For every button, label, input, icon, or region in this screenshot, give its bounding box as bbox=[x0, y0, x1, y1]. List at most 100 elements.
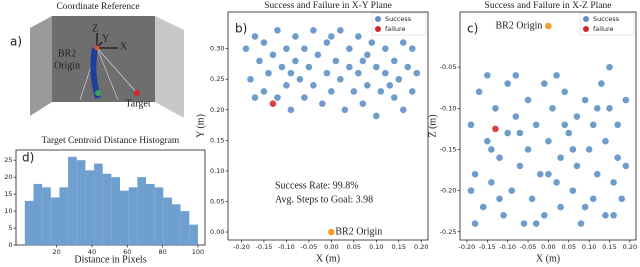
x-tick-label: -0.15 bbox=[479, 243, 496, 251]
point bbox=[577, 220, 585, 227]
point bbox=[593, 170, 601, 178]
panel-label: a) bbox=[10, 35, 22, 49]
point bbox=[292, 33, 299, 40]
annotation: Avg. Steps to Goal: 3.98 bbox=[275, 194, 373, 205]
point bbox=[269, 100, 277, 107]
point bbox=[328, 33, 335, 40]
point bbox=[573, 113, 581, 120]
point bbox=[256, 57, 263, 65]
point bbox=[310, 27, 317, 34]
point bbox=[614, 154, 621, 161]
legend-label: failure bbox=[593, 25, 614, 33]
point bbox=[516, 162, 524, 170]
point bbox=[488, 179, 495, 186]
ray bbox=[96, 47, 138, 94]
bar bbox=[163, 197, 172, 245]
point bbox=[475, 88, 483, 96]
point bbox=[569, 146, 577, 153]
y-tick-label: 5 bbox=[8, 224, 12, 232]
chart-title: Target Centroid Distance Histogram bbox=[42, 136, 180, 146]
y-tick-label: -0.25 bbox=[440, 228, 457, 236]
x-tick-label: -0.05 bbox=[300, 243, 317, 251]
point bbox=[413, 69, 421, 77]
point bbox=[408, 88, 416, 95]
y-tick-label: 25 bbox=[4, 156, 12, 164]
bar bbox=[42, 187, 51, 245]
y-tick-label: 0.00 bbox=[210, 228, 224, 236]
x-tick-label: 0.05 bbox=[347, 243, 361, 251]
y-tick-label: 0.05 bbox=[210, 197, 224, 205]
bar bbox=[68, 156, 77, 245]
bar bbox=[59, 187, 69, 245]
x-axis-label: X (m) bbox=[316, 253, 340, 264]
y-tick-label: -0.15 bbox=[440, 145, 457, 153]
y-tick-label: 0 bbox=[8, 241, 12, 249]
point bbox=[287, 106, 295, 114]
point bbox=[545, 137, 552, 145]
point bbox=[467, 187, 475, 194]
point bbox=[524, 146, 532, 153]
bar bbox=[111, 177, 121, 245]
point bbox=[488, 146, 495, 153]
bar bbox=[85, 170, 95, 245]
point bbox=[323, 39, 331, 46]
point bbox=[265, 69, 272, 77]
y-tick-label: 0.15 bbox=[210, 136, 224, 144]
point bbox=[359, 100, 367, 107]
legend-swatch bbox=[583, 26, 589, 32]
bar bbox=[154, 187, 164, 245]
annotation: Success Rate: 99.8% bbox=[275, 180, 359, 191]
point bbox=[610, 179, 617, 186]
point bbox=[301, 45, 308, 52]
point bbox=[274, 27, 281, 34]
point bbox=[528, 195, 536, 203]
x-axis-label: X (m) bbox=[536, 253, 560, 264]
point bbox=[390, 94, 398, 101]
point bbox=[589, 121, 597, 129]
y-tick-label: 0.30 bbox=[210, 45, 224, 53]
point bbox=[541, 212, 548, 219]
x-tick-label: 0.20 bbox=[623, 243, 637, 251]
legend-label: Success bbox=[593, 15, 620, 23]
point bbox=[471, 170, 479, 178]
bar bbox=[76, 160, 86, 245]
point bbox=[251, 33, 259, 40]
point bbox=[305, 63, 313, 71]
x-tick-label: -0.15 bbox=[256, 243, 273, 251]
point bbox=[332, 57, 340, 65]
point bbox=[283, 82, 290, 89]
target-label: Target bbox=[125, 98, 150, 109]
point bbox=[395, 75, 403, 83]
x-tick-label: -0.10 bbox=[278, 243, 295, 251]
point bbox=[350, 88, 358, 95]
point bbox=[614, 121, 621, 129]
point bbox=[359, 57, 367, 65]
point bbox=[496, 154, 503, 161]
point bbox=[606, 63, 613, 71]
point bbox=[390, 57, 398, 65]
y-tick-label: 0.25 bbox=[210, 75, 224, 83]
point bbox=[382, 45, 389, 52]
point bbox=[310, 82, 317, 89]
x-tick-label: -0.10 bbox=[499, 243, 516, 251]
point bbox=[247, 75, 254, 83]
x-tick-label: 0.00 bbox=[541, 243, 555, 251]
point bbox=[589, 195, 597, 203]
point bbox=[386, 82, 394, 89]
point bbox=[328, 88, 335, 95]
point bbox=[520, 220, 528, 227]
point bbox=[557, 203, 564, 211]
legend-swatch bbox=[375, 26, 381, 32]
y-tick-label: -0.20 bbox=[440, 187, 457, 195]
point bbox=[337, 27, 344, 34]
y-tick-label: 10 bbox=[4, 207, 12, 215]
point bbox=[260, 88, 268, 95]
point bbox=[368, 39, 376, 46]
point bbox=[314, 51, 322, 59]
point bbox=[565, 129, 573, 137]
point bbox=[287, 69, 295, 77]
point bbox=[278, 63, 286, 71]
bar bbox=[24, 200, 34, 245]
axis-label: Y bbox=[102, 33, 109, 44]
